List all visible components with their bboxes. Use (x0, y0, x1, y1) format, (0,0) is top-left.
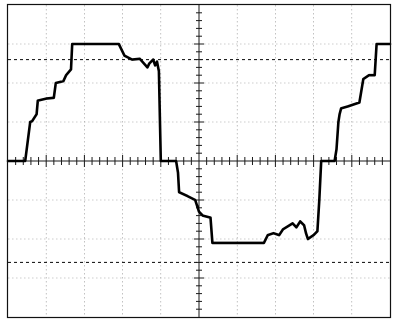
reference-levels (8, 59, 390, 263)
waveform-trace (6, 42, 392, 245)
screen-border (6, 3, 392, 319)
waveform-series (6, 42, 392, 245)
